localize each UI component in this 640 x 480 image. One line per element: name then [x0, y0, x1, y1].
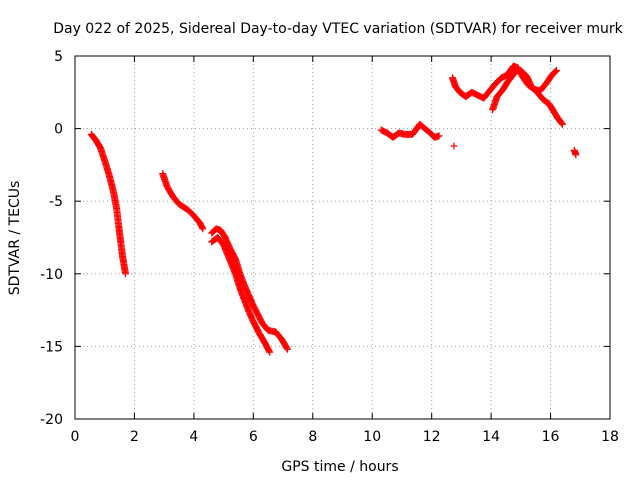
x-tick-label: 12 — [423, 429, 441, 445]
data-point — [558, 119, 566, 127]
data-point — [435, 132, 443, 140]
y-tick-label: -20 — [40, 412, 63, 428]
data-point — [552, 67, 560, 75]
data-point — [283, 344, 291, 352]
data-point — [199, 225, 207, 233]
y-tick-label: -15 — [40, 339, 63, 355]
series-segment-5 — [377, 120, 443, 141]
y-tick-label: -10 — [40, 267, 63, 283]
plot-frame — [74, 55, 611, 420]
x-tick-label: 10 — [363, 429, 381, 445]
series-segment-1 — [87, 130, 130, 278]
x-axis-label: GPS time / hours — [281, 459, 398, 475]
data-point — [450, 142, 458, 150]
series-segment-8 — [450, 142, 458, 150]
x-tick-label: 14 — [482, 429, 500, 445]
data-point — [265, 347, 273, 355]
chart-title: Day 022 of 2025, Sidereal Day-to-day VTE… — [53, 21, 623, 37]
y-axis-label: SDTVAR / TECUs — [7, 181, 23, 296]
data-point — [558, 120, 566, 128]
x-tick-label: 0 — [71, 429, 80, 445]
series-segment-2 — [159, 170, 207, 233]
data-point — [266, 348, 274, 356]
x-tick-label: 6 — [249, 429, 258, 445]
x-tick-label: 2 — [130, 429, 139, 445]
tick-layer: 0 2 4 6 8 10 12 14 16 18 -20 -15 -10 -5 0 5 — [40, 49, 619, 445]
x-tick-label: 16 — [542, 429, 560, 445]
y-tick-label: 5 — [54, 49, 63, 65]
grid-layer — [75, 56, 610, 419]
data-point — [553, 67, 560, 75]
x-tick-label: 8 — [308, 429, 317, 445]
data-point — [284, 345, 292, 353]
data-point — [122, 270, 130, 278]
x-tick-label: 18 — [601, 429, 619, 445]
data-point — [572, 151, 580, 159]
x-tick-label: 4 — [189, 429, 198, 445]
series-segment-4 — [208, 234, 274, 356]
series-segment-7 — [489, 67, 566, 128]
y-tick-label: 0 — [54, 122, 63, 138]
series-segment-9 — [570, 146, 580, 159]
data-layer — [87, 62, 580, 356]
y-tick-label: -5 — [49, 194, 63, 210]
